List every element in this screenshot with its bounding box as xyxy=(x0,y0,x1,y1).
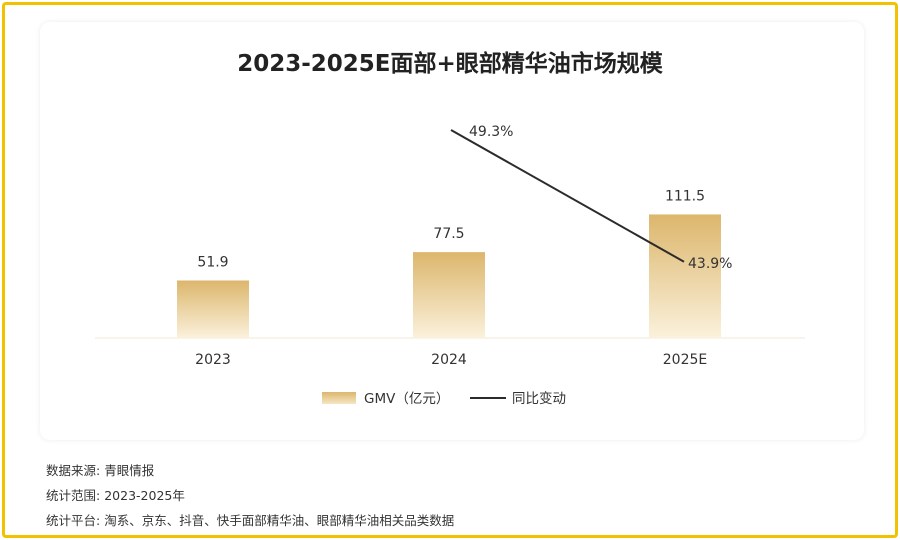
note-platform: 统计平台: 淘系、京东、抖音、快手面部精华油、眼部精华油相关品类数据 xyxy=(46,508,454,533)
yoy-line xyxy=(450,129,685,263)
note-source-label: 数据来源: xyxy=(46,463,101,478)
chart-title: 2023-2025E面部+眼部精华油市场规模 xyxy=(237,51,663,77)
chart-card xyxy=(40,22,864,440)
x-tick-label: 2025E xyxy=(663,352,707,368)
note-source-value: 青眼情报 xyxy=(104,463,155,478)
bar-value-label: 51.9 xyxy=(197,254,228,270)
bar-2025E xyxy=(649,214,721,338)
note-range-value: 2023-2025年 xyxy=(104,488,185,503)
yoy-value-label: 49.3% xyxy=(469,124,513,140)
bar-2023 xyxy=(177,280,249,338)
legend-bar-swatch xyxy=(322,392,356,404)
bar-value-label: 77.5 xyxy=(433,226,464,242)
x-tick-label: 2024 xyxy=(431,352,467,368)
note-platform-value: 淘系、京东、抖音、快手面部精华油、眼部精华油相关品类数据 xyxy=(104,513,455,528)
bar-value-label: 111.5 xyxy=(665,188,705,204)
yoy-value-label: 43.9% xyxy=(688,256,732,272)
bar-2024 xyxy=(413,252,485,338)
legend-line-label: 同比变动 xyxy=(512,391,566,407)
notes: 数据来源: 青眼情报 统计范围: 2023-2025年 统计平台: 淘系、京东、抖音、… xyxy=(46,458,454,533)
note-range: 统计范围: 2023-2025年 xyxy=(46,483,454,508)
note-platform-label: 统计平台: xyxy=(46,513,101,528)
x-tick-label: 2023 xyxy=(195,352,231,368)
note-range-label: 统计范围: xyxy=(46,488,101,503)
note-source: 数据来源: 青眼情报 xyxy=(46,458,454,483)
legend-bar-label: GMV（亿元） xyxy=(364,391,449,407)
